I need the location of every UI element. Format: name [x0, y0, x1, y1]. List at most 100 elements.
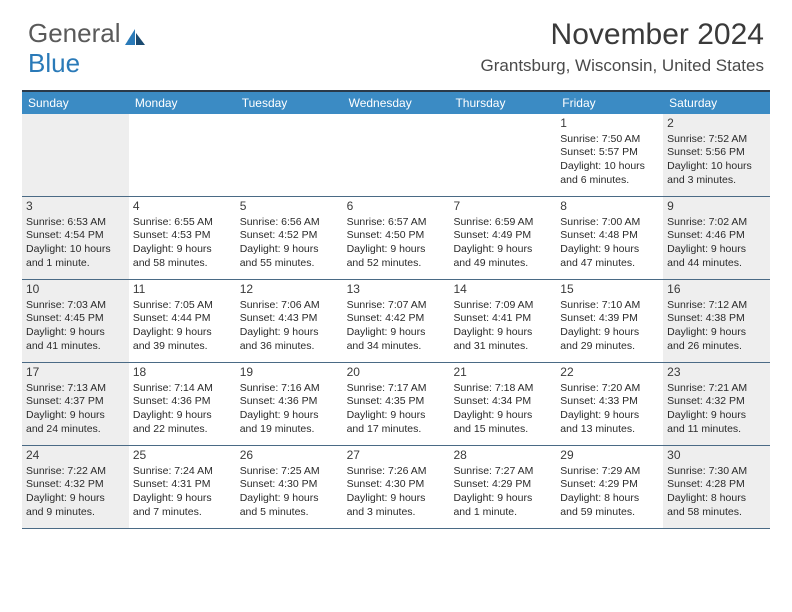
day-cell: 14Sunrise: 7:09 AMSunset: 4:41 PMDayligh…	[449, 280, 556, 362]
weekday-header-cell: Thursday	[449, 92, 556, 114]
day-sunrise: Sunrise: 7:22 AM	[26, 465, 125, 479]
day-sunrise: Sunrise: 7:25 AM	[240, 465, 339, 479]
day-sunrise: Sunrise: 7:03 AM	[26, 299, 125, 313]
day-sunrise: Sunrise: 7:14 AM	[133, 382, 232, 396]
day-daylight: Daylight: 9 hours and 44 minutes.	[667, 243, 766, 270]
day-number: 6	[347, 199, 446, 215]
day-sunrise: Sunrise: 7:16 AM	[240, 382, 339, 396]
day-cell: 15Sunrise: 7:10 AMSunset: 4:39 PMDayligh…	[556, 280, 663, 362]
day-sunset: Sunset: 4:49 PM	[453, 229, 552, 243]
day-cell: 7Sunrise: 6:59 AMSunset: 4:49 PMDaylight…	[449, 197, 556, 279]
day-sunset: Sunset: 4:54 PM	[26, 229, 125, 243]
day-sunrise: Sunrise: 7:13 AM	[26, 382, 125, 396]
day-daylight: Daylight: 9 hours and 22 minutes.	[133, 409, 232, 436]
day-number: 10	[26, 282, 125, 298]
day-number: 25	[133, 448, 232, 464]
day-daylight: Daylight: 10 hours and 3 minutes.	[667, 160, 766, 187]
day-sunset: Sunset: 5:57 PM	[560, 146, 659, 160]
day-cell: 23Sunrise: 7:21 AMSunset: 4:32 PMDayligh…	[663, 363, 770, 445]
day-daylight: Daylight: 10 hours and 6 minutes.	[560, 160, 659, 187]
week-row: 1Sunrise: 7:50 AMSunset: 5:57 PMDaylight…	[22, 114, 770, 197]
day-number: 26	[240, 448, 339, 464]
day-sunrise: Sunrise: 6:53 AM	[26, 216, 125, 230]
day-cell: 12Sunrise: 7:06 AMSunset: 4:43 PMDayligh…	[236, 280, 343, 362]
day-cell: 4Sunrise: 6:55 AMSunset: 4:53 PMDaylight…	[129, 197, 236, 279]
calendar-table: SundayMondayTuesdayWednesdayThursdayFrid…	[22, 90, 770, 529]
day-sunset: Sunset: 4:45 PM	[26, 312, 125, 326]
logo-sail-icon	[123, 27, 147, 47]
location-subtitle: Grantsburg, Wisconsin, United States	[481, 56, 764, 76]
title-block: November 2024 Grantsburg, Wisconsin, Uni…	[481, 18, 764, 76]
day-number: 28	[453, 448, 552, 464]
day-number: 29	[560, 448, 659, 464]
day-daylight: Daylight: 9 hours and 1 minute.	[453, 492, 552, 519]
day-cell: 19Sunrise: 7:16 AMSunset: 4:36 PMDayligh…	[236, 363, 343, 445]
day-sunrise: Sunrise: 7:52 AM	[667, 133, 766, 147]
day-cell: 24Sunrise: 7:22 AMSunset: 4:32 PMDayligh…	[22, 446, 129, 528]
day-number: 8	[560, 199, 659, 215]
day-sunrise: Sunrise: 6:56 AM	[240, 216, 339, 230]
logo-text-2: Blue	[28, 48, 80, 79]
day-cell: 29Sunrise: 7:29 AMSunset: 4:29 PMDayligh…	[556, 446, 663, 528]
week-row: 3Sunrise: 6:53 AMSunset: 4:54 PMDaylight…	[22, 197, 770, 280]
day-daylight: Daylight: 9 hours and 36 minutes.	[240, 326, 339, 353]
day-sunset: Sunset: 4:42 PM	[347, 312, 446, 326]
day-cell: 8Sunrise: 7:00 AMSunset: 4:48 PMDaylight…	[556, 197, 663, 279]
day-cell: 18Sunrise: 7:14 AMSunset: 4:36 PMDayligh…	[129, 363, 236, 445]
day-daylight: Daylight: 9 hours and 17 minutes.	[347, 409, 446, 436]
day-sunset: Sunset: 4:39 PM	[560, 312, 659, 326]
day-daylight: Daylight: 9 hours and 29 minutes.	[560, 326, 659, 353]
day-cell: 21Sunrise: 7:18 AMSunset: 4:34 PMDayligh…	[449, 363, 556, 445]
day-sunset: Sunset: 4:41 PM	[453, 312, 552, 326]
day-daylight: Daylight: 10 hours and 1 minute.	[26, 243, 125, 270]
day-number: 12	[240, 282, 339, 298]
day-sunrise: Sunrise: 7:29 AM	[560, 465, 659, 479]
day-cell: 2Sunrise: 7:52 AMSunset: 5:56 PMDaylight…	[663, 114, 770, 196]
day-sunset: Sunset: 4:32 PM	[667, 395, 766, 409]
day-sunset: Sunset: 4:29 PM	[453, 478, 552, 492]
day-number: 14	[453, 282, 552, 298]
day-cell: 22Sunrise: 7:20 AMSunset: 4:33 PMDayligh…	[556, 363, 663, 445]
day-sunrise: Sunrise: 7:30 AM	[667, 465, 766, 479]
day-daylight: Daylight: 9 hours and 15 minutes.	[453, 409, 552, 436]
day-number: 13	[347, 282, 446, 298]
day-cell	[343, 114, 450, 196]
day-sunset: Sunset: 4:43 PM	[240, 312, 339, 326]
day-cell: 20Sunrise: 7:17 AMSunset: 4:35 PMDayligh…	[343, 363, 450, 445]
day-number: 3	[26, 199, 125, 215]
day-daylight: Daylight: 9 hours and 55 minutes.	[240, 243, 339, 270]
day-sunrise: Sunrise: 7:02 AM	[667, 216, 766, 230]
day-daylight: Daylight: 9 hours and 49 minutes.	[453, 243, 552, 270]
day-sunset: Sunset: 4:50 PM	[347, 229, 446, 243]
day-number: 11	[133, 282, 232, 298]
day-daylight: Daylight: 9 hours and 52 minutes.	[347, 243, 446, 270]
day-cell	[449, 114, 556, 196]
day-sunrise: Sunrise: 7:18 AM	[453, 382, 552, 396]
day-sunrise: Sunrise: 7:17 AM	[347, 382, 446, 396]
day-number: 15	[560, 282, 659, 298]
day-sunset: Sunset: 4:30 PM	[240, 478, 339, 492]
day-daylight: Daylight: 9 hours and 39 minutes.	[133, 326, 232, 353]
day-number: 1	[560, 116, 659, 132]
day-cell: 26Sunrise: 7:25 AMSunset: 4:30 PMDayligh…	[236, 446, 343, 528]
day-sunrise: Sunrise: 7:07 AM	[347, 299, 446, 313]
day-daylight: Daylight: 8 hours and 58 minutes.	[667, 492, 766, 519]
day-daylight: Daylight: 9 hours and 58 minutes.	[133, 243, 232, 270]
day-sunrise: Sunrise: 7:10 AM	[560, 299, 659, 313]
day-sunrise: Sunrise: 7:06 AM	[240, 299, 339, 313]
weekday-header-cell: Tuesday	[236, 92, 343, 114]
day-daylight: Daylight: 9 hours and 19 minutes.	[240, 409, 339, 436]
day-number: 20	[347, 365, 446, 381]
day-cell	[129, 114, 236, 196]
day-sunrise: Sunrise: 6:55 AM	[133, 216, 232, 230]
day-sunrise: Sunrise: 7:05 AM	[133, 299, 232, 313]
day-sunset: Sunset: 4:29 PM	[560, 478, 659, 492]
day-sunset: Sunset: 4:37 PM	[26, 395, 125, 409]
day-sunset: Sunset: 4:48 PM	[560, 229, 659, 243]
day-sunset: Sunset: 4:34 PM	[453, 395, 552, 409]
day-sunset: Sunset: 4:44 PM	[133, 312, 232, 326]
day-daylight: Daylight: 9 hours and 41 minutes.	[26, 326, 125, 353]
day-cell: 6Sunrise: 6:57 AMSunset: 4:50 PMDaylight…	[343, 197, 450, 279]
week-row: 10Sunrise: 7:03 AMSunset: 4:45 PMDayligh…	[22, 280, 770, 363]
logo-text-1: General	[28, 18, 121, 49]
